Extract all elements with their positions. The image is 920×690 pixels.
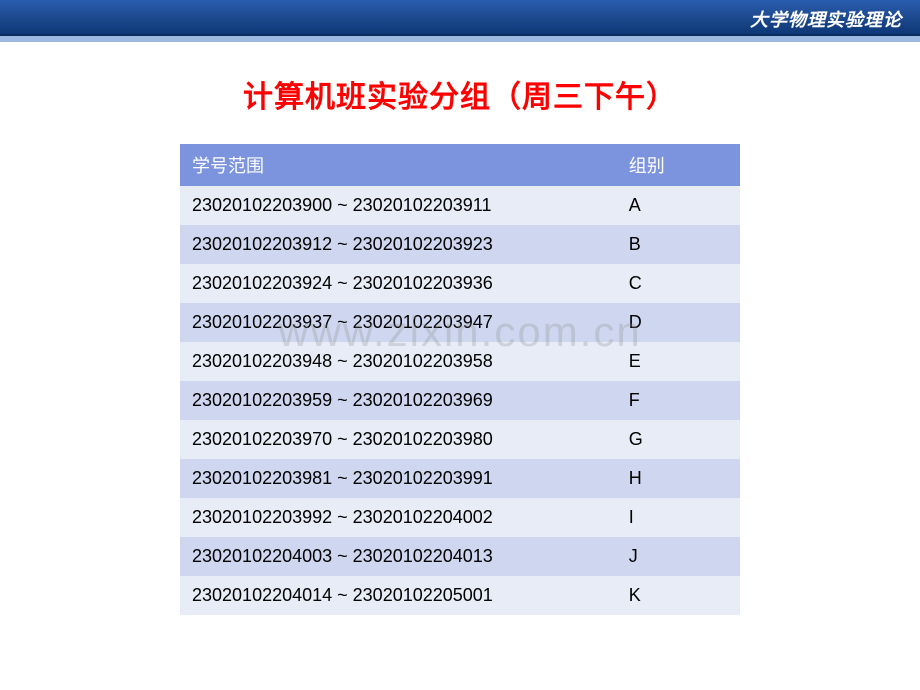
table-row: 23020102203948 ~ 23020102203958 E <box>180 342 740 381</box>
cell-group: J <box>617 537 740 576</box>
column-header-range: 学号范围 <box>180 144 617 186</box>
cell-group: A <box>617 186 740 225</box>
cell-range: 23020102204014 ~ 23020102205001 <box>180 576 617 615</box>
cell-range: 23020102204003 ~ 23020102204013 <box>180 537 617 576</box>
column-header-group: 组别 <box>617 144 740 186</box>
group-table: 学号范围 组别 23020102203900 ~ 23020102203911 … <box>180 144 740 615</box>
cell-range: 23020102203959 ~ 23020102203969 <box>180 381 617 420</box>
table-body: 23020102203900 ~ 23020102203911 A 230201… <box>180 186 740 615</box>
cell-group: H <box>617 459 740 498</box>
header-title: 大学物理实验理论 <box>750 6 902 32</box>
cell-range: 23020102203924 ~ 23020102203936 <box>180 264 617 303</box>
table-row: 23020102203959 ~ 23020102203969 F <box>180 381 740 420</box>
cell-range: 23020102203981 ~ 23020102203991 <box>180 459 617 498</box>
table-row: 23020102203970 ~ 23020102203980 G <box>180 420 740 459</box>
cell-range: 23020102203948 ~ 23020102203958 <box>180 342 617 381</box>
table-row: 23020102203992 ~ 23020102204002 I <box>180 498 740 537</box>
table-row: 23020102204014 ~ 23020102205001 K <box>180 576 740 615</box>
cell-group: D <box>617 303 740 342</box>
table-row: 23020102203937 ~ 23020102203947 D <box>180 303 740 342</box>
cell-range: 23020102203900 ~ 23020102203911 <box>180 186 617 225</box>
cell-group: K <box>617 576 740 615</box>
cell-range: 23020102203937 ~ 23020102203947 <box>180 303 617 342</box>
slide-title: 计算机班实验分组（周三下午） <box>180 72 740 116</box>
table-header-row: 学号范围 组别 <box>180 144 740 186</box>
slide-content: 计算机班实验分组（周三下午） 学号范围 组别 23020102203900 ~ … <box>0 42 920 615</box>
table-row: 23020102203924 ~ 23020102203936 C <box>180 264 740 303</box>
cell-group: F <box>617 381 740 420</box>
cell-group: I <box>617 498 740 537</box>
cell-group: E <box>617 342 740 381</box>
cell-group: B <box>617 225 740 264</box>
header-bar: 大学物理实验理论 <box>0 0 920 36</box>
cell-range: 23020102203970 ~ 23020102203980 <box>180 420 617 459</box>
cell-range: 23020102203912 ~ 23020102203923 <box>180 225 617 264</box>
cell-group: C <box>617 264 740 303</box>
table-row: 23020102204003 ~ 23020102204013 J <box>180 537 740 576</box>
table-row: 23020102203981 ~ 23020102203991 H <box>180 459 740 498</box>
cell-range: 23020102203992 ~ 23020102204002 <box>180 498 617 537</box>
table-row: 23020102203912 ~ 23020102203923 B <box>180 225 740 264</box>
table-row: 23020102203900 ~ 23020102203911 A <box>180 186 740 225</box>
cell-group: G <box>617 420 740 459</box>
